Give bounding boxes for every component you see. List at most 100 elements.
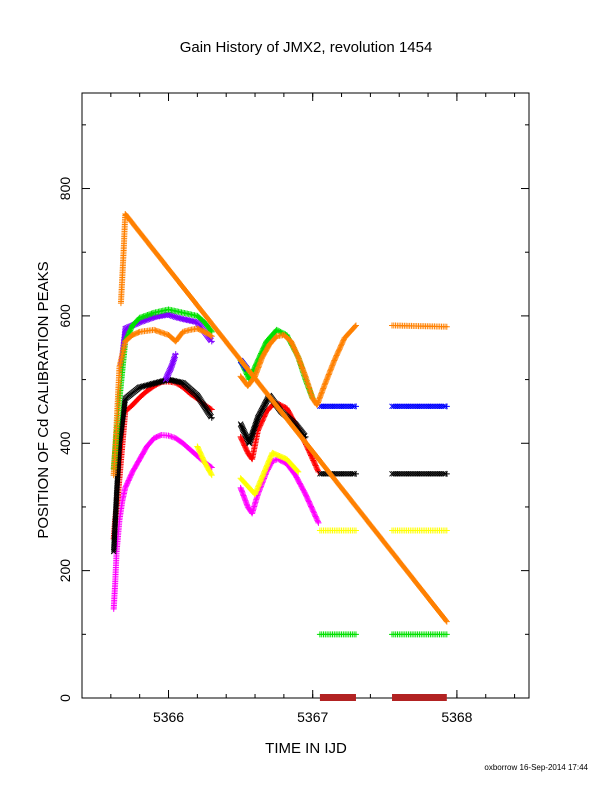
data-point (135, 329, 142, 336)
data-point (443, 618, 450, 625)
data-point (352, 470, 359, 477)
data-point (252, 489, 259, 496)
y-tick-label: 0 (57, 694, 73, 702)
data-point (263, 463, 270, 470)
data-point (259, 473, 266, 480)
y-tick-label: 200 (57, 559, 73, 583)
data-point (326, 368, 333, 375)
data-point (321, 381, 328, 388)
x-axis-label: TIME IN IJD (265, 740, 347, 757)
y-axis-label: POSITION OF Cd CALIBRATION PEAKS (35, 261, 52, 538)
data-point (260, 471, 267, 478)
data-point (265, 458, 272, 465)
data-point (253, 488, 260, 495)
data-point (257, 477, 264, 484)
data-point (329, 361, 336, 368)
data-point (260, 469, 267, 476)
data-point (322, 380, 329, 387)
data-point (252, 491, 259, 498)
data-point (327, 367, 334, 374)
data-point (256, 479, 263, 486)
data-point (255, 482, 262, 489)
data-point (314, 518, 321, 525)
series-1 (194, 443, 450, 534)
data-point (328, 363, 335, 370)
time-range-bars (319, 694, 447, 701)
data-point (330, 358, 337, 365)
data-point (273, 326, 280, 333)
data-point (328, 365, 335, 372)
data-point (321, 382, 328, 389)
data-point (443, 617, 450, 624)
data-point (274, 327, 281, 334)
data-point (310, 458, 317, 465)
data-point (208, 337, 214, 344)
data-point (260, 416, 267, 423)
data-point (311, 510, 318, 517)
data-point (312, 512, 319, 519)
data-point (329, 362, 336, 369)
time-bar (392, 694, 447, 701)
data-point (443, 470, 450, 477)
time-bar (319, 694, 356, 701)
data-point (265, 459, 272, 466)
data-point (443, 403, 450, 410)
y-tick-label: 800 (57, 177, 73, 201)
data-point (324, 375, 331, 382)
data-point (313, 514, 320, 521)
data-point (208, 413, 214, 420)
data-point (314, 466, 321, 473)
data-point (258, 474, 265, 481)
data-point (168, 433, 175, 440)
data-point (323, 376, 330, 383)
series-0 (110, 431, 322, 612)
data-point (349, 403, 356, 410)
data-point (311, 460, 318, 467)
data-point (352, 322, 359, 329)
data-point (309, 507, 316, 514)
y-tick-label: 400 (57, 431, 73, 455)
y-tick-label: 600 (57, 304, 73, 328)
data-point (310, 457, 317, 464)
data-point (258, 476, 265, 483)
data-point (254, 484, 261, 491)
series-7 (110, 211, 450, 625)
data-point (330, 360, 337, 367)
data-point (315, 519, 322, 526)
data-point (313, 465, 320, 472)
data-point (312, 461, 319, 468)
data-point (256, 481, 263, 488)
data-point (263, 464, 270, 471)
data-point (254, 486, 261, 493)
axes: 5366 5367 5368 0 200 400 600 800 (57, 93, 529, 725)
data-point (327, 366, 334, 373)
data-point (323, 377, 330, 384)
data-point (208, 470, 215, 477)
data-point (294, 467, 301, 474)
data-point (255, 483, 262, 490)
data-point (352, 323, 359, 330)
data-point (266, 457, 273, 464)
data-point (349, 470, 356, 477)
data-point (267, 454, 274, 461)
plot-frame (81, 92, 530, 699)
data-point (313, 463, 320, 470)
data-point (261, 467, 268, 474)
data-point (166, 433, 173, 440)
data-point (257, 478, 264, 485)
data-point (295, 468, 302, 475)
data-point (267, 453, 274, 460)
data-point (277, 328, 284, 335)
data-point (208, 406, 215, 413)
x-tick-label: 5368 (441, 709, 472, 725)
data-point (264, 461, 271, 468)
chart-title: Gain History of JMX2, revolution 1454 (180, 39, 433, 56)
data-point (261, 468, 268, 475)
data-point (443, 527, 450, 534)
data-point (326, 370, 333, 377)
data-point (312, 513, 319, 520)
data-point (208, 333, 215, 340)
data-point (171, 354, 178, 360)
data-point (352, 631, 359, 638)
